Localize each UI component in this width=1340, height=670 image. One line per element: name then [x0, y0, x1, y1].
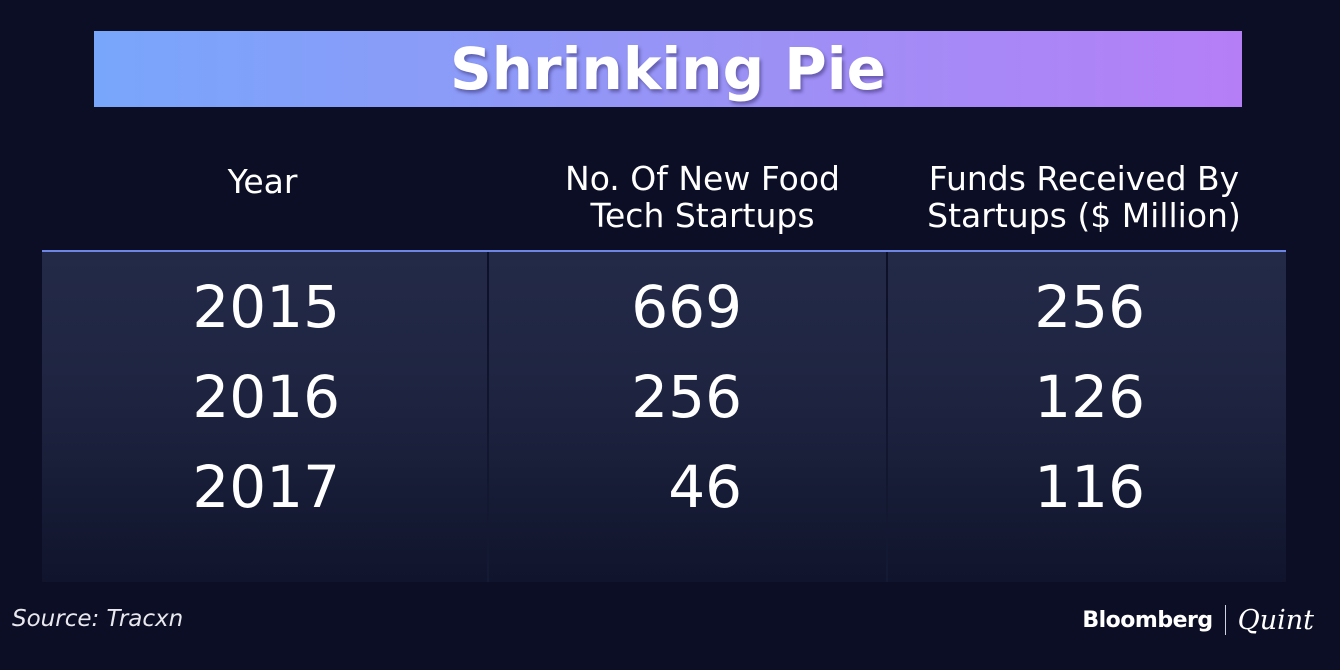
cell-year-2015: 2015: [192, 273, 340, 341]
column-header-funds: Funds Received By Startups ($ Million): [888, 160, 1280, 234]
table-body: [42, 252, 1286, 582]
column-header-year: Year: [120, 163, 405, 200]
cell-new-startups-2015: 669: [631, 273, 742, 341]
cell-funds-2017: 116: [1034, 453, 1145, 521]
cell-year-2017: 2017: [192, 453, 340, 521]
brand-separator: [1224, 605, 1226, 635]
cell-funds-2015: 256: [1034, 273, 1145, 341]
brand-quint: Quint: [1237, 604, 1314, 636]
source-note: Source: Tracxn: [12, 606, 184, 632]
header-divider-line: [42, 250, 1286, 252]
column-header-new-startups-line-2: Tech Startups: [590, 196, 815, 235]
column-header-year-line: Year: [227, 162, 298, 201]
cell-new-startups-2017: 46: [668, 453, 742, 521]
title-banner: Shrinking Pie: [94, 31, 1242, 107]
column-header-funds-line-2: Startups ($ Million): [927, 196, 1241, 235]
brand-bloomberg: Bloomberg: [1082, 607, 1213, 633]
chart-title: Shrinking Pie: [449, 35, 887, 103]
column-header-new-startups-line-1: No. Of New Food: [565, 159, 840, 198]
brand-logo: Bloomberg Quint: [1082, 600, 1314, 640]
column-header-new-startups: No. Of New Food Tech Startups: [520, 160, 885, 234]
cell-funds-2016: 126: [1034, 363, 1145, 431]
column-divider-1: [487, 252, 489, 582]
cell-year-2016: 2016: [192, 363, 340, 431]
column-divider-2: [886, 252, 888, 582]
cell-new-startups-2016: 256: [631, 363, 742, 431]
column-header-funds-line-1: Funds Received By: [928, 159, 1240, 198]
